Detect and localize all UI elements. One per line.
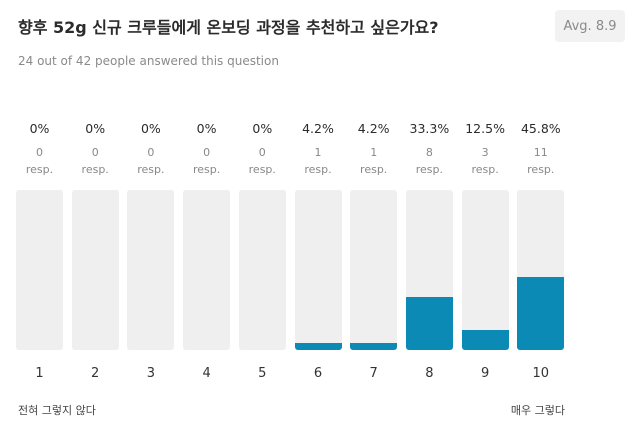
response-count: 8 xyxy=(425,146,433,159)
bar-column: 0% 0 resp. 3 xyxy=(127,0,175,438)
bar-track xyxy=(127,190,175,350)
bar-column: 0% 0 resp. 5 xyxy=(238,0,286,438)
response-unit: resp. xyxy=(360,163,388,176)
response-unit: resp. xyxy=(471,163,499,176)
response-unit: resp. xyxy=(81,163,109,176)
response-unit: resp. xyxy=(527,163,555,176)
percent-label: 4.2% xyxy=(302,121,334,136)
response-count: 3 xyxy=(481,146,489,159)
response-unit: resp. xyxy=(137,163,165,176)
percent-label: 0% xyxy=(196,121,217,136)
x-tick-label: 6 xyxy=(313,366,323,381)
response-count: 0 xyxy=(203,146,211,159)
bar-column: 0% 0 resp. 4 xyxy=(183,0,231,438)
response-count: 0 xyxy=(91,146,99,159)
bar-track xyxy=(294,190,342,350)
bar-track xyxy=(405,190,453,350)
response-count: 1 xyxy=(314,146,322,159)
bar-track xyxy=(517,190,565,350)
bar-column: 45.8% 11 resp. 10 xyxy=(517,0,565,438)
bar xyxy=(405,296,453,350)
bar xyxy=(294,343,342,350)
bar-track xyxy=(16,190,63,350)
percent-label: 45.8% xyxy=(520,121,561,136)
response-count: 1 xyxy=(370,146,378,159)
answered-count-text: 24 out of 42 people answered this questi… xyxy=(18,54,279,68)
response-unit: resp. xyxy=(248,163,276,176)
scale-high-label: 매우 그렇다 xyxy=(510,404,565,417)
response-unit: resp. xyxy=(25,163,54,176)
bar xyxy=(461,330,509,350)
percent-label: 0% xyxy=(29,121,50,136)
response-count: 0 xyxy=(258,146,266,159)
x-tick-label: 1 xyxy=(35,366,44,381)
bar-column: 4.2% 1 resp. 7 xyxy=(350,0,398,438)
scale-low-label: 전혀 그렇지 않다 xyxy=(18,404,96,417)
percent-label: 33.3% xyxy=(409,121,450,136)
x-tick-label: 7 xyxy=(369,366,378,381)
x-tick-label: 3 xyxy=(146,366,156,381)
response-unit: resp. xyxy=(415,163,444,176)
bar-column: 0% 0 resp. 1 xyxy=(16,0,63,438)
bar-column: 12.5% 3 resp. 9 xyxy=(461,0,509,438)
average-badge: Avg. 8.9 xyxy=(555,10,625,42)
bar-track xyxy=(350,190,398,350)
x-tick-label: 4 xyxy=(202,366,211,381)
response-count: 0 xyxy=(147,146,155,159)
x-tick-label: 8 xyxy=(425,366,434,381)
percent-label: 0% xyxy=(85,121,106,136)
response-unit: resp. xyxy=(192,163,221,176)
response-count: 11 xyxy=(533,146,548,159)
percent-label: 4.2% xyxy=(357,121,390,136)
question-title: 향후 52g 신규 크루들에게 온보딩 과정을 추천하고 싶은가요? xyxy=(18,18,439,37)
bar-track xyxy=(238,190,286,350)
bar-column: 33.3% 8 resp. 8 xyxy=(405,0,453,438)
percent-label: 0% xyxy=(140,121,161,136)
x-tick-label: 2 xyxy=(91,366,100,381)
response-count: 0 xyxy=(36,146,43,159)
bar xyxy=(350,343,398,350)
bar xyxy=(517,276,565,350)
x-tick-label: 9 xyxy=(480,366,490,381)
bar-column: 4.2% 1 resp. 6 xyxy=(294,0,342,438)
percent-label: 12.5% xyxy=(465,121,505,136)
x-tick-label: 5 xyxy=(258,366,267,381)
bar-track xyxy=(71,190,119,350)
percent-label: 0% xyxy=(252,121,273,136)
response-unit: resp. xyxy=(304,163,332,176)
bar-track xyxy=(461,190,509,350)
bar-column: 0% 0 resp. 2 xyxy=(71,0,119,438)
x-tick-label: 10 xyxy=(532,366,550,381)
bar-track xyxy=(183,190,231,350)
